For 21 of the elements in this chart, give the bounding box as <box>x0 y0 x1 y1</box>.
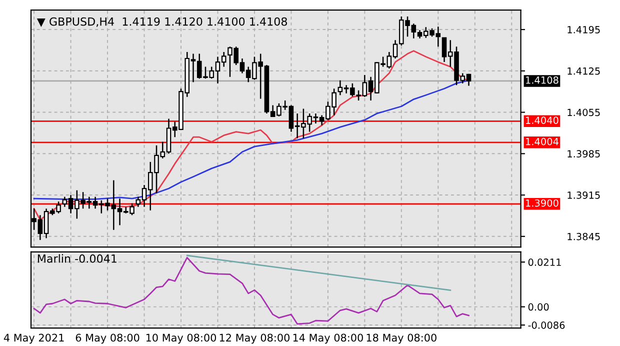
x-tick-label: 12 May 08:00 <box>220 334 290 344</box>
x-tick-label: 4 May 2021 <box>4 334 64 344</box>
y-tick-label: 1.3985 <box>568 150 600 158</box>
ref-line-label: 1.4040 <box>526 116 558 124</box>
x-tick-label: 6 May 08:00 <box>76 334 140 344</box>
y-tick-label: 1.4195 <box>568 26 600 34</box>
y-tick-label: 0.0211 <box>528 258 561 266</box>
y-tick-label: 1.3915 <box>568 192 600 199</box>
chart-title: Marlin -0.0041 <box>38 254 116 263</box>
ref-line-label: 1.4004 <box>526 138 558 146</box>
x-tick-label: 14 May 08:00 <box>293 334 363 344</box>
y-tick-label: 1.3845 <box>568 232 600 240</box>
x-tick-label: 18 May 08:00 <box>366 334 436 344</box>
y-tick-label: -0.0086 <box>528 322 565 329</box>
x-tick-label: 10 May 08:00 <box>146 334 216 344</box>
ref-line-label: 1.4108 <box>526 76 558 84</box>
text: ▼ GBPUSD,H4 1.4119 1.4120 1.4100 1.4108 <box>36 17 287 27</box>
ref-line-label: 1.3900 <box>526 199 558 207</box>
y-tick-label: 1.4055 <box>568 108 600 116</box>
y-tick-label: 1.4125 <box>568 67 600 75</box>
y-tick-label: 0.00 <box>528 303 549 311</box>
